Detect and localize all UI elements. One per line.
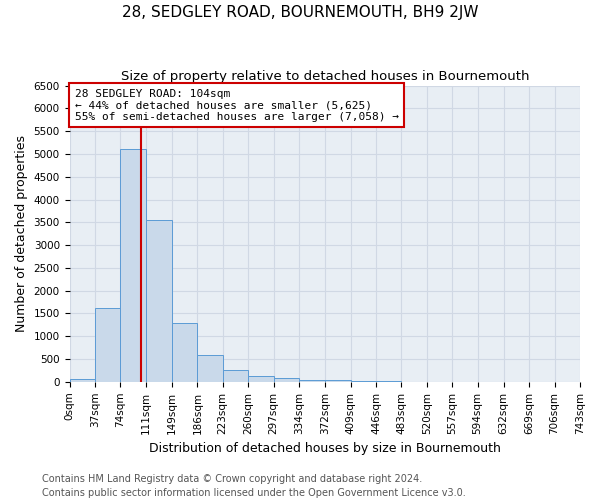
Y-axis label: Number of detached properties: Number of detached properties [15, 135, 28, 332]
Bar [350, 381, 376, 382]
Text: 28, SEDGLEY ROAD, BOURNEMOUTH, BH9 2JW: 28, SEDGLEY ROAD, BOURNEMOUTH, BH9 2JW [122, 5, 478, 20]
Bar [70, 380, 95, 382]
Bar [121, 150, 146, 382]
Text: 28 SEDGLEY ROAD: 104sqm
← 44% of detached houses are smaller (5,625)
55% of semi: 28 SEDGLEY ROAD: 104sqm ← 44% of detache… [74, 88, 398, 122]
Bar [146, 220, 172, 382]
Bar [197, 356, 223, 382]
Title: Size of property relative to detached houses in Bournemouth: Size of property relative to detached ho… [121, 70, 529, 83]
Bar [325, 380, 350, 382]
Text: Contains HM Land Registry data © Crown copyright and database right 2024.
Contai: Contains HM Land Registry data © Crown c… [42, 474, 466, 498]
Bar [172, 324, 197, 382]
Bar [95, 308, 121, 382]
Bar [248, 376, 274, 382]
Bar [274, 378, 299, 382]
X-axis label: Distribution of detached houses by size in Bournemouth: Distribution of detached houses by size … [149, 442, 501, 455]
Bar [299, 380, 325, 382]
Bar [223, 370, 248, 382]
